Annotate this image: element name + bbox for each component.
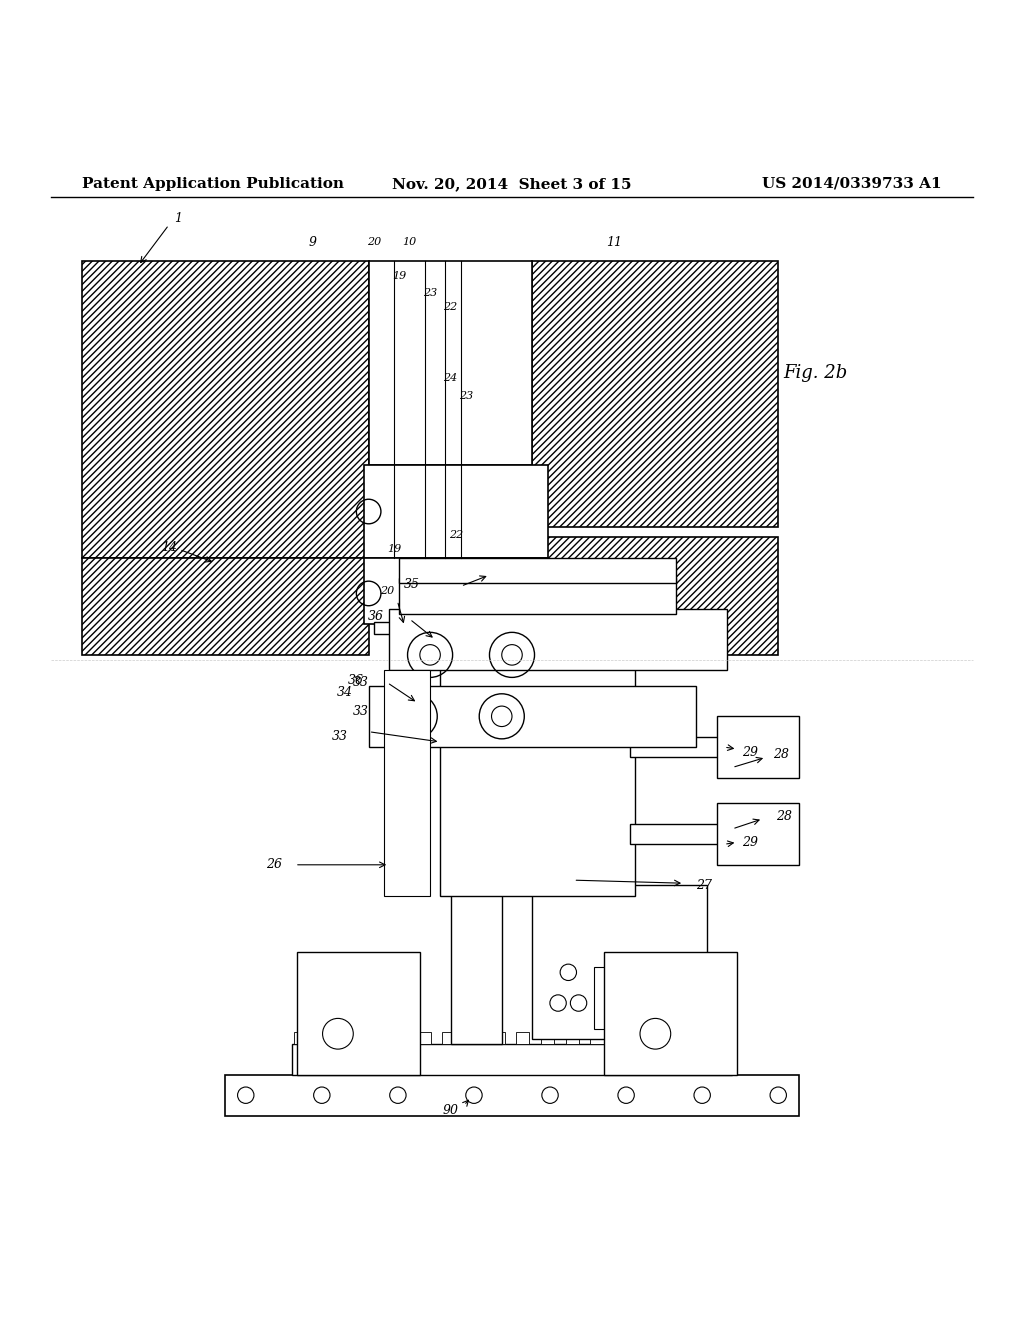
FancyBboxPatch shape [714, 1032, 727, 1044]
Text: 22: 22 [449, 531, 463, 540]
Text: US 2014/0339733 A1: US 2014/0339733 A1 [763, 177, 942, 191]
FancyBboxPatch shape [384, 671, 430, 895]
FancyBboxPatch shape [630, 824, 732, 845]
FancyBboxPatch shape [640, 1032, 653, 1044]
Text: 11: 11 [606, 236, 623, 248]
FancyBboxPatch shape [82, 260, 369, 557]
FancyBboxPatch shape [516, 1032, 529, 1044]
Text: 90: 90 [442, 1104, 459, 1117]
Text: 9: 9 [308, 236, 316, 248]
FancyBboxPatch shape [364, 466, 548, 557]
Text: 14: 14 [161, 541, 177, 554]
Text: 24: 24 [443, 374, 458, 383]
FancyBboxPatch shape [451, 758, 502, 1044]
Text: 10: 10 [402, 238, 417, 247]
Text: 35: 35 [403, 578, 420, 591]
FancyBboxPatch shape [343, 1032, 356, 1044]
FancyBboxPatch shape [292, 1044, 732, 1074]
FancyBboxPatch shape [532, 886, 707, 1039]
FancyBboxPatch shape [717, 804, 799, 865]
FancyBboxPatch shape [368, 1032, 381, 1044]
FancyBboxPatch shape [318, 1032, 332, 1044]
FancyBboxPatch shape [604, 952, 737, 1074]
FancyBboxPatch shape [492, 1032, 505, 1044]
FancyBboxPatch shape [565, 1032, 579, 1044]
Text: 28: 28 [773, 747, 790, 760]
Text: 19: 19 [387, 544, 401, 554]
FancyBboxPatch shape [630, 737, 732, 758]
FancyBboxPatch shape [374, 622, 440, 635]
FancyBboxPatch shape [615, 1032, 629, 1044]
Text: 28: 28 [776, 810, 793, 824]
FancyBboxPatch shape [392, 1032, 406, 1044]
Text: 27: 27 [696, 879, 713, 892]
FancyBboxPatch shape [689, 1032, 702, 1044]
Text: Fig. 2b: Fig. 2b [783, 364, 848, 383]
FancyBboxPatch shape [717, 717, 799, 777]
FancyBboxPatch shape [418, 1032, 431, 1044]
Text: Patent Application Publication: Patent Application Publication [82, 177, 344, 191]
Text: 26: 26 [265, 858, 282, 871]
FancyBboxPatch shape [440, 630, 635, 895]
FancyBboxPatch shape [364, 557, 548, 624]
FancyBboxPatch shape [594, 968, 655, 1028]
Text: 19: 19 [392, 271, 407, 281]
Text: 33: 33 [352, 676, 369, 689]
Text: 33: 33 [352, 705, 369, 718]
FancyBboxPatch shape [665, 1032, 678, 1044]
Text: 34: 34 [337, 686, 353, 700]
FancyBboxPatch shape [532, 537, 778, 655]
FancyBboxPatch shape [389, 609, 727, 671]
Text: 20: 20 [367, 238, 381, 247]
FancyBboxPatch shape [467, 1032, 480, 1044]
Text: 33: 33 [332, 730, 348, 743]
FancyBboxPatch shape [225, 1074, 799, 1115]
FancyBboxPatch shape [294, 1032, 307, 1044]
FancyBboxPatch shape [442, 1032, 456, 1044]
Text: 29: 29 [742, 836, 759, 849]
Text: 23: 23 [423, 288, 437, 298]
Text: 1: 1 [174, 213, 182, 226]
FancyBboxPatch shape [374, 466, 440, 480]
Text: 23: 23 [459, 391, 473, 401]
Text: 29: 29 [742, 746, 759, 759]
FancyBboxPatch shape [369, 260, 532, 466]
Text: Nov. 20, 2014  Sheet 3 of 15: Nov. 20, 2014 Sheet 3 of 15 [392, 177, 632, 191]
FancyBboxPatch shape [399, 557, 676, 583]
FancyBboxPatch shape [369, 685, 696, 747]
FancyBboxPatch shape [532, 260, 778, 527]
Text: 22: 22 [443, 302, 458, 312]
FancyBboxPatch shape [541, 1032, 554, 1044]
FancyBboxPatch shape [399, 578, 676, 614]
Text: 20: 20 [380, 586, 394, 597]
FancyBboxPatch shape [82, 557, 369, 655]
FancyBboxPatch shape [590, 1032, 603, 1044]
Text: 36: 36 [368, 610, 384, 623]
Text: 36: 36 [347, 675, 364, 686]
FancyBboxPatch shape [297, 952, 420, 1074]
